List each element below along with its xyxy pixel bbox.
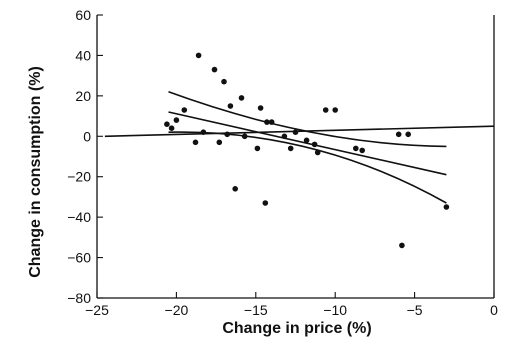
data-point [264,119,270,125]
data-point [164,121,170,127]
data-point [221,79,227,85]
data-point [169,125,175,131]
data-point [217,140,223,146]
data-point [444,204,450,210]
data-point [282,134,288,140]
data-point [242,134,248,140]
y-tick-label: −20 [67,169,91,185]
x-tick-label: −20 [165,302,189,318]
fit-line [105,126,494,136]
data-point [293,129,299,135]
data-point [304,138,310,144]
y-axis-title: Change in consumption (%) [27,66,44,278]
x-tick-label: −5 [407,302,423,318]
fit-lines [105,92,494,203]
data-point [315,150,321,156]
data-point [399,243,405,249]
data-point [359,148,365,154]
y-tick-label: −60 [67,250,91,266]
y-tick-label: 0 [83,128,91,144]
data-point [405,132,411,138]
data-point [232,186,238,192]
fit-line [169,112,447,175]
data-point [323,107,329,113]
data-point [196,53,202,59]
data-point [182,107,188,113]
data-point [228,103,234,109]
data-point [269,119,275,125]
data-point [312,142,318,148]
data-point [212,67,218,73]
data-point [258,105,264,111]
data-point [263,200,269,206]
x-tick-label: 0 [490,302,498,318]
data-point [332,107,338,113]
data-point [353,146,359,152]
data-point [193,140,199,146]
data-point [174,117,180,123]
data-points [164,53,449,249]
data-point [396,132,402,138]
y-tick-label: 20 [75,88,91,104]
data-point [288,146,294,152]
data-point [224,132,230,138]
x-tick-label: −10 [323,302,347,318]
data-point [201,129,207,135]
y-tick-label: 40 [75,47,91,63]
data-point [255,146,261,152]
data-point [239,95,245,101]
x-axis-title: Change in price (%) [222,320,371,337]
x-tick-label: −15 [244,302,268,318]
x-tick-label: −25 [85,302,109,318]
y-tick-label: −40 [67,209,91,225]
y-tick-label: 60 [75,7,91,23]
